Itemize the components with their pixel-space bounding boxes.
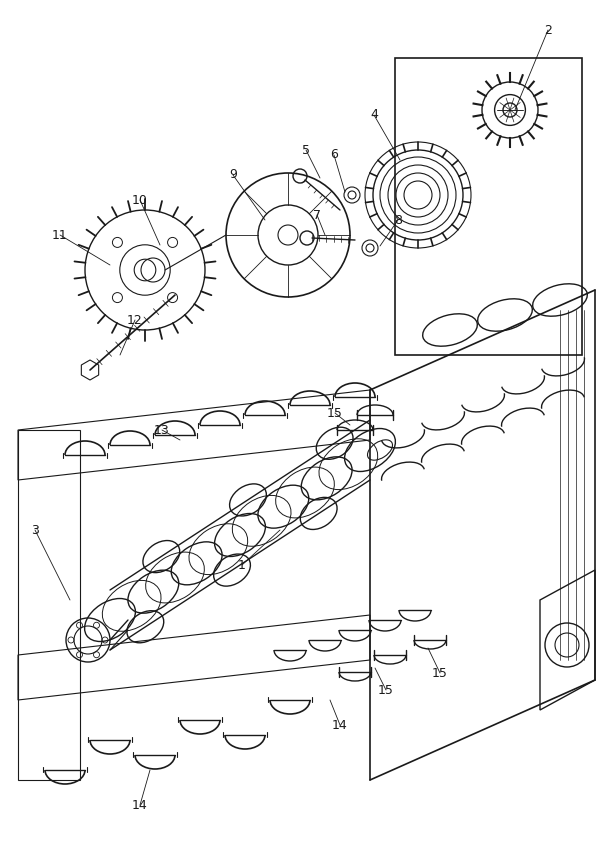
Circle shape (300, 231, 314, 245)
Text: 12: 12 (127, 313, 143, 326)
Text: 9: 9 (229, 168, 237, 181)
Text: 13: 13 (154, 424, 170, 437)
Text: 10: 10 (132, 193, 148, 206)
Text: 15: 15 (378, 683, 394, 696)
Text: 14: 14 (332, 719, 348, 732)
Text: 5: 5 (302, 143, 310, 156)
Text: 2: 2 (544, 23, 552, 36)
Text: 1: 1 (238, 558, 246, 571)
Text: 7: 7 (313, 209, 321, 222)
Text: 3: 3 (31, 524, 39, 537)
Circle shape (293, 169, 307, 183)
Text: 6: 6 (330, 148, 338, 161)
Text: 8: 8 (394, 213, 402, 226)
Text: 15: 15 (327, 406, 343, 419)
Text: 11: 11 (52, 229, 68, 242)
Text: 14: 14 (132, 798, 148, 811)
Text: 15: 15 (432, 666, 448, 679)
Text: 4: 4 (370, 109, 378, 122)
